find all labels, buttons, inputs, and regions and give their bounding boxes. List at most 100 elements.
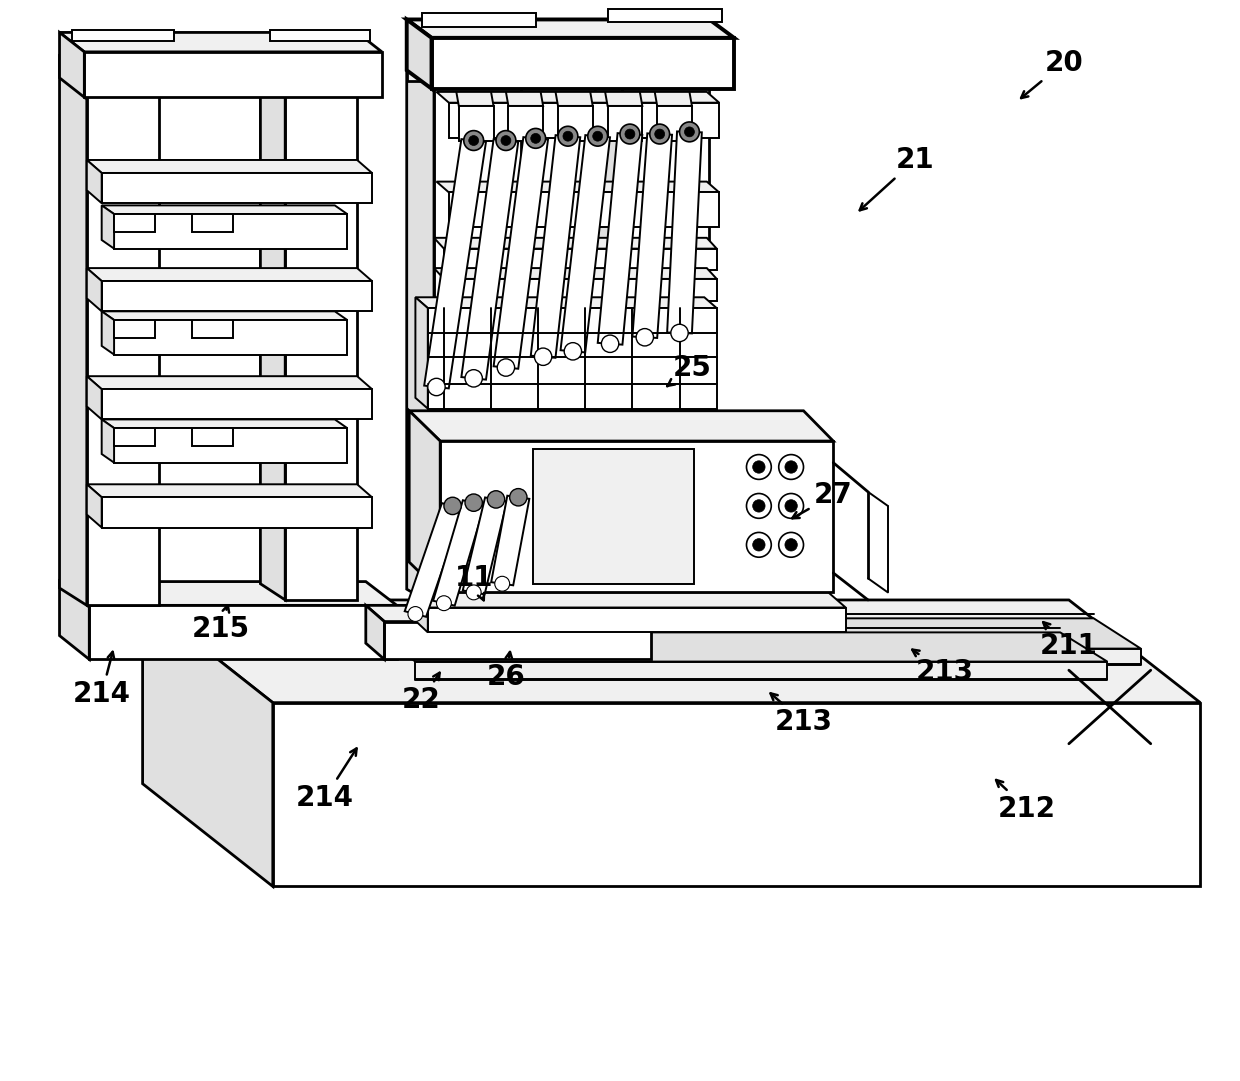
Polygon shape (102, 419, 347, 428)
Polygon shape (605, 92, 642, 106)
Circle shape (588, 126, 608, 146)
Text: 27: 27 (792, 481, 853, 518)
Polygon shape (433, 501, 485, 605)
Circle shape (526, 129, 546, 148)
Polygon shape (60, 56, 159, 74)
Polygon shape (608, 106, 642, 141)
Polygon shape (436, 182, 719, 192)
Text: 214: 214 (73, 652, 130, 708)
Polygon shape (449, 192, 719, 227)
Polygon shape (449, 103, 719, 138)
Polygon shape (143, 600, 273, 886)
Polygon shape (407, 65, 434, 605)
Polygon shape (657, 106, 692, 141)
Polygon shape (60, 56, 87, 605)
Polygon shape (558, 106, 593, 141)
Polygon shape (143, 600, 1200, 703)
Polygon shape (415, 297, 717, 308)
Circle shape (746, 533, 771, 557)
Polygon shape (598, 133, 642, 345)
Circle shape (436, 596, 451, 611)
Circle shape (510, 489, 527, 506)
Polygon shape (404, 503, 464, 617)
Polygon shape (87, 376, 102, 419)
Polygon shape (89, 605, 397, 659)
Circle shape (564, 343, 582, 360)
Polygon shape (508, 106, 543, 141)
Text: 212: 212 (996, 780, 1055, 823)
Polygon shape (440, 441, 833, 592)
Circle shape (746, 455, 771, 479)
Polygon shape (114, 428, 347, 463)
Polygon shape (102, 281, 372, 311)
Polygon shape (102, 311, 114, 355)
Polygon shape (446, 649, 1141, 664)
Circle shape (779, 455, 804, 479)
Circle shape (469, 135, 479, 146)
Polygon shape (87, 160, 372, 173)
Polygon shape (434, 81, 521, 605)
Polygon shape (72, 30, 174, 41)
Polygon shape (428, 308, 717, 409)
Circle shape (753, 461, 765, 473)
Polygon shape (409, 411, 833, 441)
Polygon shape (372, 632, 1107, 662)
Polygon shape (102, 389, 372, 419)
Polygon shape (192, 214, 233, 232)
Polygon shape (622, 65, 709, 589)
Circle shape (487, 491, 505, 508)
Circle shape (785, 461, 797, 473)
Polygon shape (384, 622, 651, 659)
Polygon shape (273, 703, 1200, 886)
Polygon shape (270, 30, 370, 41)
Polygon shape (428, 608, 846, 632)
Polygon shape (102, 419, 114, 463)
Text: 213: 213 (770, 693, 832, 736)
Polygon shape (260, 76, 285, 600)
Circle shape (746, 494, 771, 518)
Circle shape (408, 606, 423, 622)
Polygon shape (506, 92, 543, 106)
Polygon shape (285, 92, 357, 600)
Text: 20: 20 (1021, 49, 1084, 98)
Circle shape (465, 370, 482, 387)
Polygon shape (415, 297, 428, 409)
Circle shape (464, 131, 484, 150)
Circle shape (650, 124, 670, 144)
Polygon shape (456, 92, 494, 106)
Polygon shape (461, 139, 518, 379)
Text: 213: 213 (913, 650, 973, 686)
Text: 211: 211 (1040, 623, 1097, 660)
Circle shape (785, 499, 797, 512)
Text: 25: 25 (667, 353, 712, 386)
Polygon shape (102, 205, 114, 249)
Polygon shape (114, 428, 155, 446)
Polygon shape (87, 484, 372, 497)
Polygon shape (560, 135, 610, 352)
Polygon shape (655, 92, 692, 106)
Polygon shape (463, 497, 507, 595)
Text: 26: 26 (486, 652, 526, 691)
Polygon shape (60, 32, 84, 97)
Circle shape (601, 335, 619, 352)
Polygon shape (432, 38, 734, 89)
Circle shape (428, 378, 445, 396)
Polygon shape (494, 137, 548, 369)
Circle shape (497, 359, 515, 376)
Circle shape (495, 576, 510, 591)
Polygon shape (407, 19, 734, 38)
Polygon shape (424, 139, 486, 388)
Polygon shape (114, 320, 347, 355)
Polygon shape (608, 9, 722, 22)
Polygon shape (533, 449, 694, 584)
Circle shape (655, 129, 665, 139)
Polygon shape (366, 605, 651, 622)
Polygon shape (102, 311, 347, 320)
Circle shape (466, 585, 481, 600)
Polygon shape (407, 19, 432, 89)
Circle shape (593, 131, 603, 142)
Circle shape (501, 135, 511, 146)
Text: 21: 21 (859, 146, 935, 211)
Circle shape (444, 497, 461, 515)
Circle shape (785, 538, 797, 551)
